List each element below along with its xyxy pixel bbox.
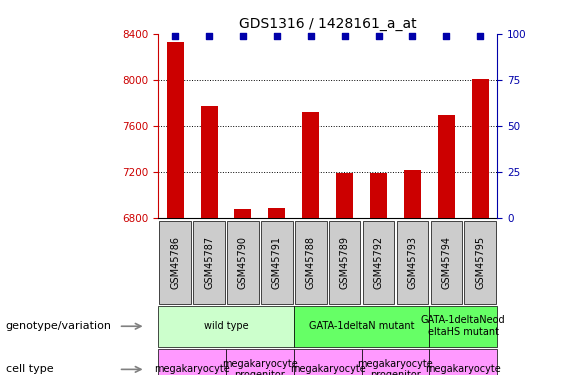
Point — [408, 33, 417, 39]
Bar — [404, 170, 421, 217]
Text: GSM45788: GSM45788 — [306, 236, 316, 289]
Text: GSM45787: GSM45787 — [204, 236, 214, 289]
Bar — [370, 173, 387, 217]
Text: wild type: wild type — [204, 321, 248, 331]
Point — [340, 33, 349, 39]
Bar — [234, 210, 251, 218]
Text: megakaryocyte: megakaryocyte — [290, 364, 366, 374]
Text: GSM45790: GSM45790 — [238, 236, 248, 289]
Point — [374, 33, 383, 39]
Bar — [167, 42, 184, 218]
Point — [171, 33, 180, 39]
Point — [205, 33, 214, 39]
Text: GATA-1deltaNeod
eltaHS mutant: GATA-1deltaNeod eltaHS mutant — [421, 315, 506, 337]
Text: GSM45792: GSM45792 — [373, 236, 384, 289]
Text: GSM45793: GSM45793 — [407, 236, 418, 289]
Bar — [336, 173, 353, 217]
Text: megakaryocyte
progenitor: megakaryocyte progenitor — [222, 358, 298, 375]
Title: GDS1316 / 1428161_a_at: GDS1316 / 1428161_a_at — [239, 17, 416, 32]
Text: GSM45789: GSM45789 — [340, 236, 350, 289]
Text: GSM45794: GSM45794 — [441, 236, 451, 289]
Text: GSM45795: GSM45795 — [475, 236, 485, 289]
Text: megakaryocyte: megakaryocyte — [425, 364, 501, 374]
Text: genotype/variation: genotype/variation — [6, 321, 112, 331]
Bar — [472, 78, 489, 218]
Point — [442, 33, 451, 39]
Bar — [302, 112, 319, 218]
Bar — [268, 209, 285, 218]
Text: cell type: cell type — [6, 364, 53, 374]
Text: GSM45791: GSM45791 — [272, 236, 282, 289]
Bar — [201, 106, 218, 218]
Text: megakaryocyte
progenitor: megakaryocyte progenitor — [358, 358, 433, 375]
Point — [306, 33, 315, 39]
Point — [476, 33, 485, 39]
Point — [238, 33, 247, 39]
Text: GATA-1deltaN mutant: GATA-1deltaN mutant — [309, 321, 414, 331]
Text: GSM45786: GSM45786 — [170, 236, 180, 289]
Point — [272, 33, 281, 39]
Text: megakaryocyte: megakaryocyte — [154, 364, 230, 374]
Bar — [438, 115, 455, 218]
